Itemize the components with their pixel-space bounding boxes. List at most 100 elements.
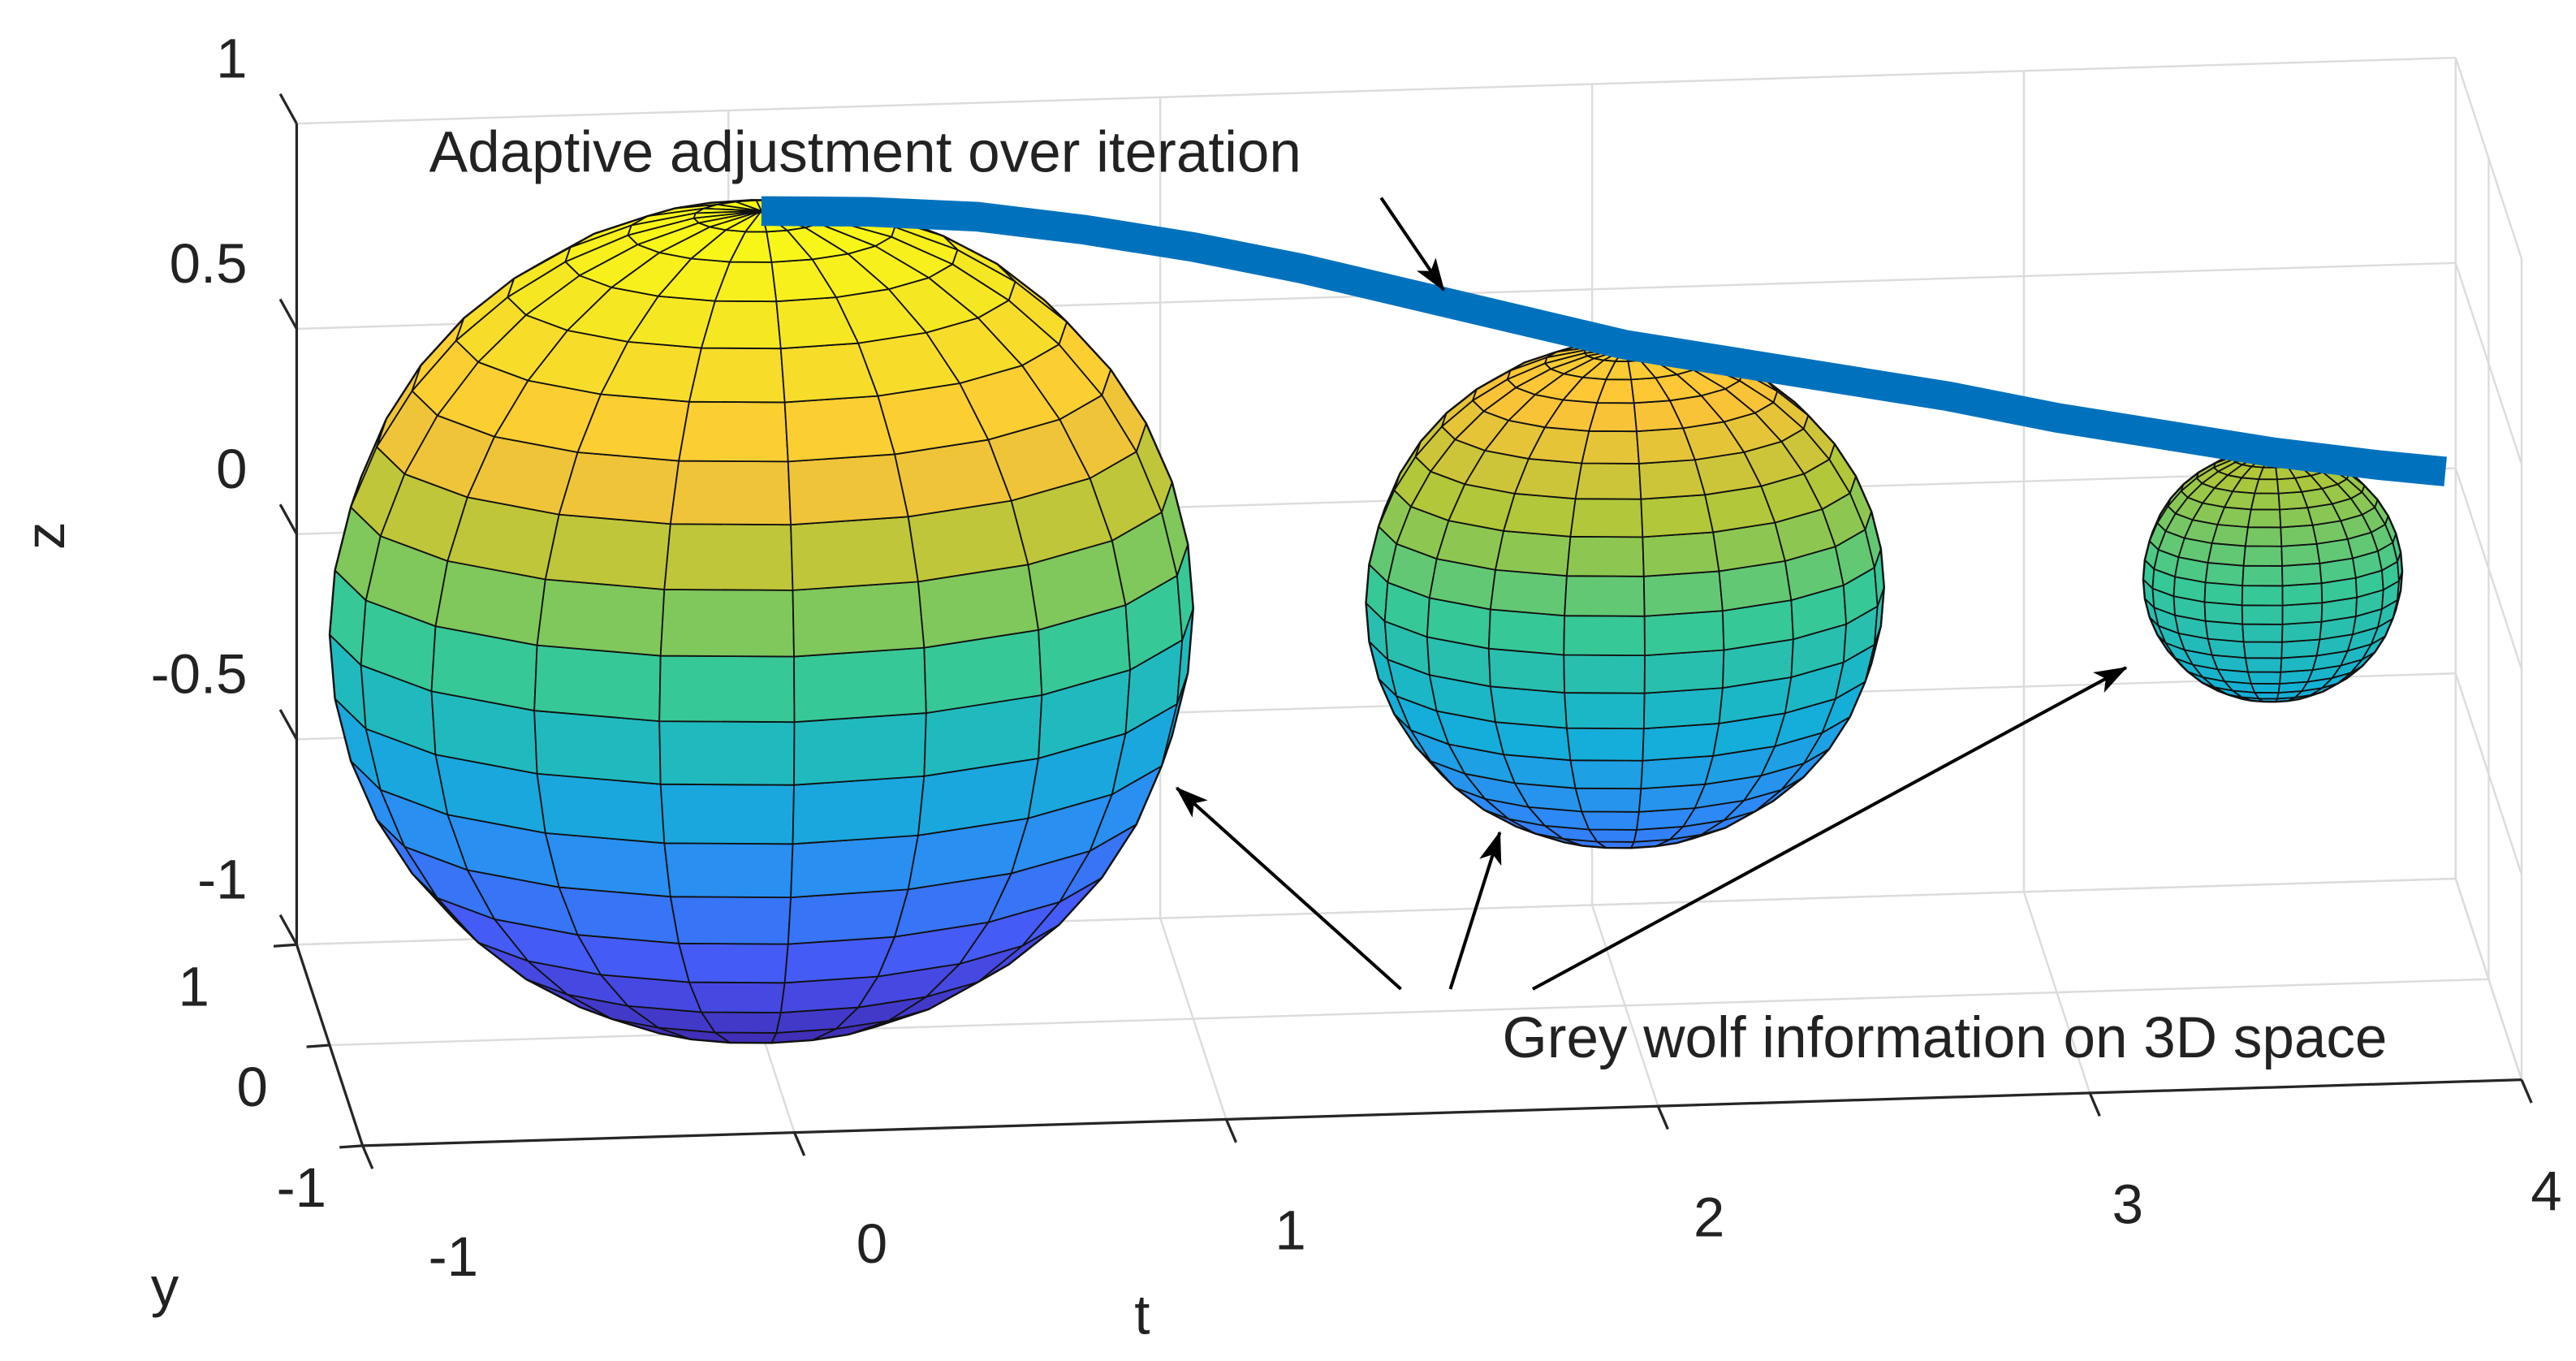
sphere-facet: [2281, 562, 2323, 587]
sphere-facet: [2250, 492, 2280, 511]
sphere-facet: [1642, 722, 1720, 762]
sphere-facet: [793, 712, 927, 786]
tick-mark: [278, 914, 298, 946]
sphere-facet: [792, 775, 926, 845]
sphere-facet: [1588, 402, 1638, 433]
sphere-facet: [1581, 430, 1640, 464]
y-axis-title: y: [151, 1255, 179, 1318]
arrow: [1175, 786, 1402, 991]
sphere-facet: [1642, 570, 1724, 617]
sphere-facet: [2207, 542, 2246, 567]
x-axis-line: [362, 1078, 2522, 1147]
sphere-facet: [783, 395, 896, 463]
sphere-facet: [2254, 478, 2280, 495]
sphere-facet: [2254, 691, 2280, 700]
sphere-facet: [1565, 535, 1645, 577]
sphere-facet: [536, 772, 666, 845]
sphere-facet: [701, 1011, 782, 1034]
x-tick-label: 1: [1275, 1199, 1305, 1262]
grid-line: [2454, 878, 2523, 1081]
arrow: [1448, 831, 1502, 990]
sphere-facet: [1569, 759, 1644, 790]
sphere-facet: [2216, 506, 2252, 529]
grid-line: [2454, 262, 2523, 464]
sphere-facet: [1642, 687, 1724, 730]
tick-mark: [278, 503, 298, 535]
sphere-facet: [678, 942, 789, 984]
tick-mark: [2088, 1092, 2101, 1117]
x-tick-label: 2: [1694, 1186, 1724, 1248]
grid-line: [296, 56, 2456, 125]
sphere-facet: [2247, 671, 2282, 685]
sphere-facet: [688, 347, 786, 404]
tick-mark: [1224, 1118, 1238, 1143]
sphere-facet: [1642, 531, 1720, 577]
sphere: [1365, 341, 1885, 849]
sphere-facet: [1588, 828, 1638, 843]
annotation: Grey wolf information on 3D space: [1503, 1006, 2388, 1070]
sphere-facet: [2250, 682, 2280, 693]
arrow: [1379, 197, 1446, 292]
sphere-layer: [328, 199, 2404, 1044]
sphere-facet: [2242, 564, 2284, 587]
sphere-facet: [787, 453, 909, 526]
y-tick-label: -1: [277, 1156, 326, 1219]
sphere-facet: [1574, 462, 1642, 500]
sphere-facet: [2242, 545, 2283, 567]
x-tick-label: 4: [2531, 1160, 2561, 1222]
sphere-facet: [790, 516, 919, 591]
sphere-facet: [693, 210, 762, 219]
sphere-facet: [792, 581, 926, 658]
tick-mark: [273, 943, 297, 948]
tick-mark: [339, 1144, 363, 1149]
sphere-facet: [2244, 526, 2283, 547]
sphere-facet: [1563, 615, 1646, 657]
sphere-facet: [2241, 604, 2284, 625]
z-tick-label: 1: [216, 27, 247, 89]
tick-mark: [278, 709, 298, 741]
curve-layer: [761, 196, 2447, 486]
tick-mark: [278, 93, 298, 125]
sphere-facet: [1489, 685, 1568, 729]
sphere-facet: [678, 400, 789, 463]
sphere-facet: [1574, 787, 1642, 813]
sphere-facet: [1564, 575, 1646, 617]
arrow: [1531, 666, 2128, 991]
x-tick-label: -1: [429, 1225, 478, 1288]
sphere-facet: [533, 710, 662, 785]
sphere-facet: [1487, 647, 1566, 693]
sphere-facet: [1643, 610, 1725, 657]
sphere-facet: [533, 644, 662, 723]
sphere-facet: [2244, 657, 2283, 673]
sphere-facet: [1643, 649, 1725, 694]
sphere-facet: [658, 720, 796, 786]
sphere-facet: [2280, 542, 2321, 567]
sphere-facet: [793, 646, 927, 724]
sphere-facet: [544, 513, 671, 590]
sphere-facet: [2203, 581, 2244, 607]
x-tick-label: 3: [2112, 1173, 2143, 1235]
tick-mark: [278, 298, 298, 330]
sphere-facet: [669, 460, 792, 526]
sphere-facet: [2281, 602, 2324, 625]
sphere-facet: [1503, 492, 1577, 538]
sphere-facet: [1565, 727, 1645, 762]
grid-line: [2454, 57, 2523, 260]
sphere-facet: [2242, 641, 2283, 659]
x-axis-title: t: [1134, 1283, 1150, 1346]
grid-line: [2454, 468, 2523, 670]
sphere-facet: [558, 452, 680, 525]
sphere-facet: [1640, 494, 1715, 538]
sphere-facet: [1489, 568, 1568, 617]
sphere-facet: [659, 588, 795, 658]
tick-mark: [793, 1131, 806, 1156]
annotation: Adaptive adjustment over iteration: [429, 121, 1301, 185]
sphere-facet: [2247, 508, 2282, 529]
z-tick-label: 0: [216, 438, 247, 500]
sphere-facet: [2281, 582, 2324, 607]
tick-mark: [306, 1043, 330, 1048]
sphere: [328, 199, 1194, 1044]
sphere-facet: [688, 981, 786, 1013]
y-tick-label: 1: [178, 955, 209, 1018]
